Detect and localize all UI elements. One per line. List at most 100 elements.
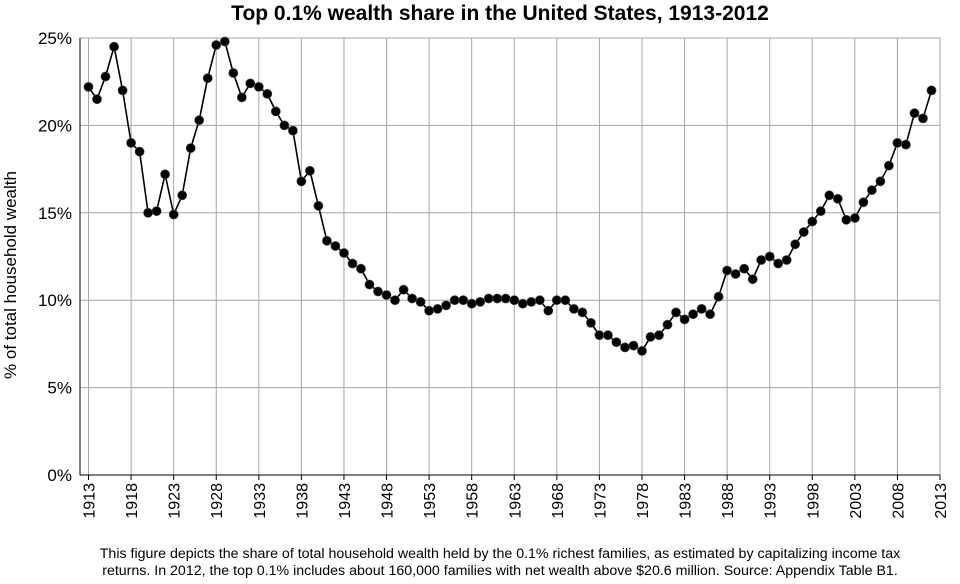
data-point bbox=[517, 298, 528, 309]
data-point bbox=[679, 314, 690, 325]
data-point bbox=[339, 248, 349, 258]
x-tick-label: 2013 bbox=[933, 483, 950, 519]
data-point bbox=[185, 143, 196, 153]
data-point bbox=[466, 298, 477, 309]
data-point bbox=[364, 279, 375, 290]
data-point bbox=[100, 71, 111, 82]
data-point bbox=[126, 137, 137, 148]
x-tick-label: 1968 bbox=[550, 483, 567, 519]
y-tick-label: 5% bbox=[47, 379, 72, 398]
data-point bbox=[773, 258, 784, 269]
data-point bbox=[722, 265, 732, 276]
data-point bbox=[901, 139, 911, 150]
data-point bbox=[83, 82, 94, 92]
caption-line-2: returns. In 2012, the top 0.1% includes … bbox=[102, 563, 898, 579]
data-point bbox=[432, 303, 443, 314]
data-point bbox=[407, 293, 417, 304]
data-point bbox=[500, 293, 511, 304]
x-tick-label: 1928 bbox=[209, 483, 226, 519]
data-point bbox=[569, 303, 579, 314]
data-point bbox=[160, 169, 170, 180]
x-tick-label: 1913 bbox=[82, 483, 99, 519]
data-point bbox=[832, 193, 843, 204]
data-point bbox=[117, 85, 128, 96]
data-point bbox=[143, 207, 153, 218]
data-point bbox=[824, 190, 835, 201]
x-tick-label: 1983 bbox=[678, 483, 695, 519]
data-point bbox=[909, 108, 920, 119]
data-point bbox=[211, 40, 222, 50]
axes-layer bbox=[79, 37, 941, 480]
x-tick-label: 1988 bbox=[720, 483, 737, 519]
data-point bbox=[381, 290, 392, 300]
data-point bbox=[151, 206, 162, 216]
chart-title: Top 0.1% wealth share in the United Stat… bbox=[231, 2, 769, 25]
x-tick-label: 1933 bbox=[252, 483, 269, 519]
data-point bbox=[228, 68, 239, 78]
data-point bbox=[313, 200, 324, 211]
x-tick-label: 1918 bbox=[124, 483, 141, 519]
x-tick-label: 1948 bbox=[380, 483, 397, 519]
data-point bbox=[841, 214, 852, 225]
series-layer bbox=[83, 36, 937, 356]
y-tick-label: 25% bbox=[38, 29, 72, 48]
plot-area-border bbox=[79, 37, 941, 476]
data-point bbox=[202, 73, 213, 84]
data-point bbox=[526, 296, 537, 307]
series-line bbox=[87, 40, 933, 353]
data-point bbox=[543, 305, 554, 316]
data-point bbox=[219, 36, 230, 47]
data-point bbox=[705, 309, 715, 320]
x-tick-label: 1923 bbox=[167, 483, 184, 519]
data-point bbox=[611, 337, 622, 348]
data-point bbox=[373, 286, 383, 297]
x-tick-label: 1998 bbox=[805, 483, 822, 519]
data-point bbox=[253, 82, 264, 92]
data-point bbox=[688, 309, 698, 320]
data-point bbox=[926, 85, 937, 96]
data-point bbox=[730, 269, 741, 279]
data-point bbox=[628, 340, 639, 351]
data-point bbox=[637, 345, 647, 356]
x-tick-label: 2008 bbox=[890, 483, 907, 519]
x-tick-label: 1978 bbox=[635, 483, 652, 519]
data-point bbox=[756, 255, 767, 265]
data-point bbox=[296, 176, 307, 187]
label-layer: 0% 5% 10% 15% 20% 25% 1913 1918 1923 1928 1933 1938… bbox=[38, 29, 950, 519]
y-tick-label: 20% bbox=[38, 116, 72, 135]
x-tick-label: 2003 bbox=[848, 483, 865, 519]
data-point bbox=[441, 300, 451, 311]
data-point bbox=[279, 120, 290, 131]
x-tick-label: 1943 bbox=[337, 483, 354, 519]
data-point bbox=[867, 185, 877, 195]
caption-line-1: This figure depicts the share of total h… bbox=[99, 546, 901, 562]
y-axis-label: % of total household wealth bbox=[1, 171, 20, 379]
data-point bbox=[509, 295, 520, 306]
x-tick-label: 1963 bbox=[507, 483, 524, 519]
data-point bbox=[586, 317, 596, 328]
data-point bbox=[398, 284, 409, 295]
data-point bbox=[321, 235, 332, 246]
data-point bbox=[109, 41, 119, 52]
data-point bbox=[603, 330, 613, 341]
data-point bbox=[458, 295, 469, 306]
y-tick-label: 10% bbox=[38, 291, 72, 310]
data-point bbox=[134, 146, 145, 157]
data-point bbox=[781, 255, 792, 265]
data-point bbox=[492, 293, 503, 304]
data-point bbox=[475, 296, 486, 307]
data-point bbox=[168, 209, 179, 220]
data-point bbox=[713, 291, 724, 302]
data-point bbox=[739, 263, 750, 274]
x-tick-label: 1973 bbox=[592, 483, 609, 519]
data-point bbox=[177, 190, 188, 201]
data-point bbox=[415, 296, 426, 307]
data-point bbox=[449, 295, 460, 306]
data-point bbox=[645, 331, 656, 342]
data-point bbox=[654, 330, 664, 341]
data-point bbox=[330, 241, 341, 251]
data-point bbox=[560, 295, 571, 306]
data-point bbox=[747, 274, 758, 285]
data-point bbox=[551, 295, 562, 306]
